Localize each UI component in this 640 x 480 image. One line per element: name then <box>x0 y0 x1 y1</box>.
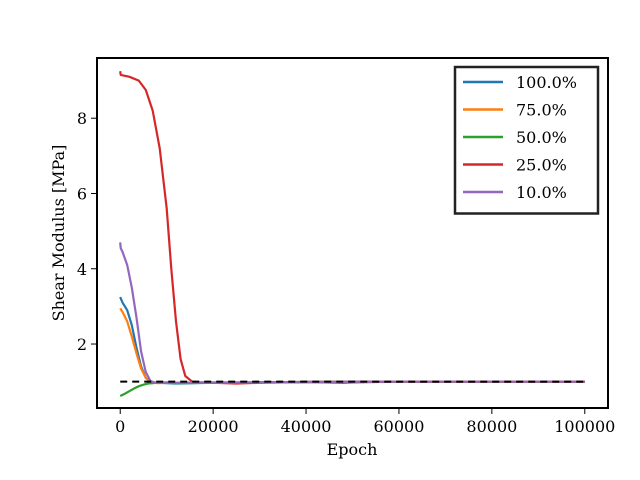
axes-frame <box>96 57 609 409</box>
x-tick-label: 60000 <box>374 417 425 436</box>
y-axis-label: Shear Modulus [MPa] <box>49 145 68 322</box>
legend-label: 100.0% <box>516 73 577 92</box>
y-tick-label: 2 <box>77 335 87 354</box>
axis-ticks: 0 20000 40000 60000 80000 100000 2 4 6 8 <box>77 109 615 436</box>
legend-label: 25.0% <box>516 156 567 175</box>
legend-box <box>453 65 600 215</box>
legend-label: 10.0% <box>516 183 567 202</box>
x-axis-label: Epoch <box>327 440 378 459</box>
x-tick-label: 100000 <box>554 417 615 436</box>
x-tick-label: 20000 <box>188 417 239 436</box>
plot-area <box>119 71 585 397</box>
y-tick-label: 4 <box>77 260 87 279</box>
x-tick-label: 40000 <box>281 417 332 436</box>
legend: 100.0% 75.0% 50.0% 25.0% 10.0% <box>453 65 600 215</box>
x-tick-label: 0 <box>115 417 125 436</box>
y-tick-label: 6 <box>77 184 87 203</box>
x-tick-label: 80000 <box>466 417 517 436</box>
legend-label: 75.0% <box>516 101 567 120</box>
y-tick-label: 8 <box>77 109 87 128</box>
legend-label: 50.0% <box>516 128 567 147</box>
